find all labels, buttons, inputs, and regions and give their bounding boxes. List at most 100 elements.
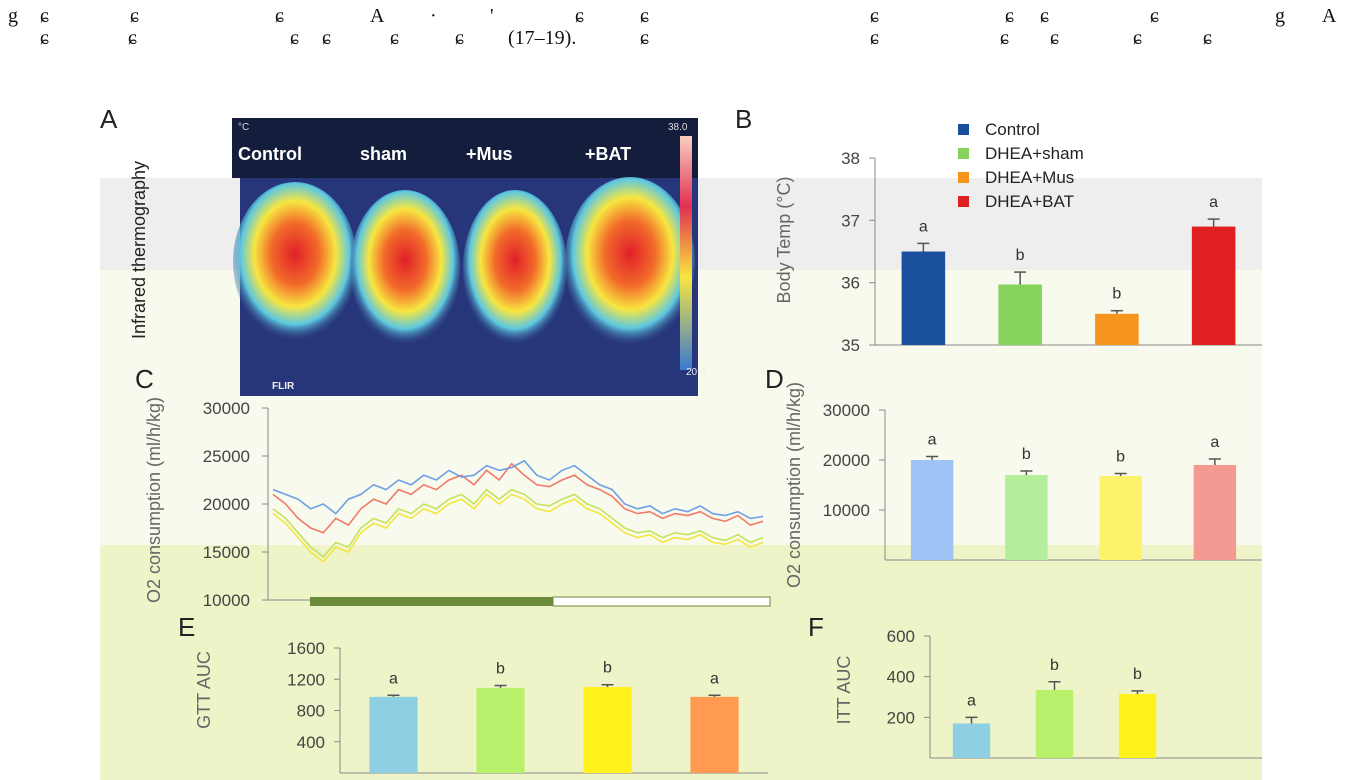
y-tick-label: 38 bbox=[841, 149, 860, 168]
header-token: ɕ bbox=[322, 27, 331, 49]
header-token: · bbox=[430, 5, 437, 27]
y-tick-label: 400 bbox=[297, 733, 325, 752]
unit: °C bbox=[238, 122, 249, 133]
panel-label: E bbox=[178, 612, 195, 642]
significance-letter: b bbox=[1133, 666, 1142, 683]
bar bbox=[1194, 465, 1236, 560]
figure: A Infrared thermography °C 38.0 20.0 FLI… bbox=[0, 0, 1346, 780]
header-token: ɕ bbox=[1005, 5, 1014, 27]
header-token: ɕ bbox=[290, 27, 299, 49]
significance-letter: b bbox=[603, 660, 612, 677]
light-phase bbox=[553, 597, 770, 606]
header-token: ɕ bbox=[1133, 27, 1142, 49]
y-tick-label: 10000 bbox=[823, 501, 870, 520]
y-tick-label: 20000 bbox=[203, 495, 250, 514]
bar bbox=[953, 723, 990, 758]
scale-max: 38.0 bbox=[668, 122, 688, 133]
bar bbox=[690, 697, 738, 773]
header-token: ɕ bbox=[1150, 5, 1159, 27]
header-token: ɕ bbox=[1050, 27, 1059, 49]
bar bbox=[476, 688, 524, 773]
y-tick-label: 15000 bbox=[203, 543, 250, 562]
significance-letter: b bbox=[1112, 286, 1121, 303]
y-tick-label: 25000 bbox=[203, 447, 250, 466]
header-token: ɕ bbox=[1040, 5, 1049, 27]
bar bbox=[1192, 227, 1236, 345]
legend-label: DHEA+Mus bbox=[985, 168, 1074, 187]
bar bbox=[998, 285, 1042, 345]
significance-letter: a bbox=[710, 670, 719, 687]
header-token: g bbox=[1275, 5, 1285, 27]
header-token: ɕ bbox=[870, 27, 879, 49]
scale-min: 20.0 bbox=[686, 367, 706, 378]
legend-label: DHEA+sham bbox=[985, 144, 1084, 163]
significance-letter: a bbox=[1210, 434, 1219, 451]
panel-label: C bbox=[135, 364, 154, 394]
bar bbox=[1005, 475, 1047, 560]
legend-label: Control bbox=[985, 120, 1040, 139]
header-token: ɕ bbox=[40, 27, 49, 49]
header-token: ɕ bbox=[575, 5, 584, 27]
significance-letter: b bbox=[1116, 449, 1125, 466]
panel-label: F bbox=[808, 612, 824, 642]
header-token: ɕ bbox=[130, 5, 139, 27]
bar bbox=[1119, 694, 1156, 758]
header-token: ɕ bbox=[128, 27, 137, 49]
bar bbox=[1036, 690, 1073, 758]
mouse bbox=[350, 190, 460, 346]
header-token: ɕ bbox=[640, 5, 649, 27]
significance-letter: a bbox=[389, 670, 398, 687]
significance-letter: b bbox=[496, 661, 505, 678]
group-label: +BAT bbox=[585, 144, 631, 164]
mouse bbox=[565, 177, 695, 347]
bar bbox=[911, 460, 953, 560]
y-tick-label: 200 bbox=[887, 708, 915, 727]
panel-label: D bbox=[765, 364, 784, 394]
header-token: ' bbox=[490, 5, 494, 27]
dark-phase bbox=[310, 597, 553, 606]
legend-marker bbox=[958, 196, 969, 207]
header-token: ɕ bbox=[1000, 27, 1009, 49]
significance-letter: b bbox=[1050, 657, 1059, 674]
legend-marker bbox=[958, 172, 969, 183]
y-tick-label: 37 bbox=[841, 211, 860, 230]
y-tick-label: 35 bbox=[841, 336, 860, 355]
legend-marker bbox=[958, 148, 969, 159]
panel-label: A bbox=[100, 104, 118, 134]
y-tick-label: 30000 bbox=[823, 401, 870, 420]
bar bbox=[369, 697, 417, 773]
color-scale bbox=[680, 136, 692, 370]
legend-marker bbox=[958, 124, 969, 135]
brand: FLIR bbox=[272, 381, 295, 392]
bar bbox=[902, 252, 946, 346]
y-tick-label: 10000 bbox=[203, 591, 250, 610]
header-token: ɕ bbox=[640, 27, 649, 49]
significance-letter: a bbox=[919, 218, 928, 235]
bar bbox=[1099, 476, 1141, 560]
y-axis-label: O2 consumption (ml/h/kg) bbox=[784, 382, 804, 588]
y-tick-label: 800 bbox=[297, 702, 325, 721]
header-token: (17–19). bbox=[508, 27, 576, 49]
header-token: ɕ bbox=[1203, 27, 1212, 49]
significance-letter: b bbox=[1022, 446, 1031, 463]
significance-letter: a bbox=[928, 432, 937, 449]
y-tick-label: 400 bbox=[887, 668, 915, 687]
y-axis-label: GTT AUC bbox=[194, 651, 214, 729]
significance-letter: b bbox=[1016, 247, 1025, 264]
header-token: g bbox=[8, 5, 18, 27]
header-token: ɕ bbox=[40, 5, 49, 27]
header-token: A bbox=[370, 5, 385, 27]
y-tick-label: 1200 bbox=[287, 670, 325, 689]
y-axis-label: ITT AUC bbox=[834, 656, 854, 725]
y-tick-label: 1600 bbox=[287, 639, 325, 658]
page: A Infrared thermography °C 38.0 20.0 FLI… bbox=[0, 0, 1346, 780]
bar bbox=[583, 687, 631, 773]
y-axis-label: Body Temp (°C) bbox=[774, 177, 794, 304]
mouse bbox=[463, 190, 567, 346]
group-label: Control bbox=[238, 144, 302, 164]
y-tick-label: 36 bbox=[841, 274, 860, 293]
header-token: ɕ bbox=[275, 5, 284, 27]
y-axis-label: O2 consumption (ml/h/kg) bbox=[144, 397, 164, 603]
y-tick-label: 600 bbox=[887, 627, 915, 646]
significance-letter: a bbox=[967, 692, 976, 709]
